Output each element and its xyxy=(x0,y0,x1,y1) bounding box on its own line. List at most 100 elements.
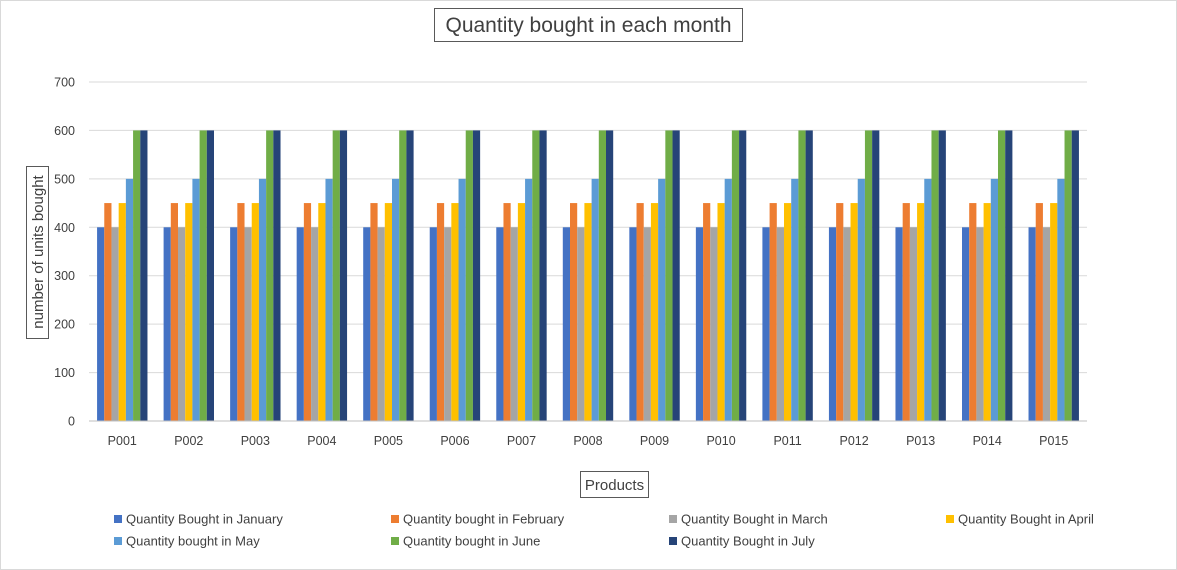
x-tick-label: P005 xyxy=(374,434,403,448)
bar-p012-series-6 xyxy=(864,130,873,421)
bar-p005-series-1 xyxy=(363,227,371,421)
bar-p007-series-5 xyxy=(525,178,533,421)
bar-p009-series-3 xyxy=(643,227,651,421)
bar-p014-series-1 xyxy=(962,227,970,421)
x-tick-label: P015 xyxy=(1039,434,1068,448)
bar-p011-series-4 xyxy=(784,203,792,421)
x-tick-label: P002 xyxy=(174,434,203,448)
bar-p003-series-2 xyxy=(237,203,245,421)
x-tick-label: P001 xyxy=(108,434,137,448)
bar-p012-series-7 xyxy=(872,130,880,421)
legend-label: Quantity Bought in March xyxy=(681,512,828,527)
bar-p001-series-1 xyxy=(97,227,105,421)
bar-p011-series-6 xyxy=(798,130,806,421)
bars xyxy=(97,130,1079,421)
bar-p008-series-2 xyxy=(570,203,578,421)
legend: Quantity Bought in January Quantity bough… xyxy=(114,512,1094,549)
bar-p005-series-2 xyxy=(370,203,378,421)
bar-p004-series-6 xyxy=(332,130,340,421)
bar-p003-series-4 xyxy=(251,203,259,421)
bar-p011-series-7 xyxy=(805,130,813,421)
y-tick-label: 400 xyxy=(54,221,75,235)
bar-p013-series-3 xyxy=(909,227,918,421)
bar-p009-series-2 xyxy=(636,203,644,421)
bar-p010-series-7 xyxy=(739,130,747,421)
bar-p011-series-1 xyxy=(762,227,770,421)
bar-p002-series-6 xyxy=(199,130,207,421)
bar-p001-series-7 xyxy=(140,130,148,421)
bar-p010-series-1 xyxy=(695,227,704,421)
bar-p012-series-1 xyxy=(828,227,837,421)
bar-p007-series-7 xyxy=(539,130,547,421)
bar-p006-series-1 xyxy=(429,227,437,421)
legend-swatch xyxy=(946,515,954,523)
bar-p012-series-5 xyxy=(857,178,865,421)
bar-p003-series-1 xyxy=(230,227,238,421)
bar-p008-series-7 xyxy=(606,130,614,421)
x-tick-label: P004 xyxy=(307,434,336,448)
y-tick-label: 200 xyxy=(54,318,75,332)
bar-p015-series-2 xyxy=(1035,203,1043,421)
bar-p004-series-5 xyxy=(325,178,333,421)
bar-p004-series-1 xyxy=(296,227,304,421)
bar-p003-series-7 xyxy=(273,130,281,421)
bar-p014-series-2 xyxy=(969,203,977,421)
bar-p004-series-7 xyxy=(339,130,348,421)
bar-p006-series-3 xyxy=(444,227,452,421)
x-axis-ticks: P001 P002 P003 P004 P005 P006 P007 P008 P009 P010… xyxy=(108,434,1069,448)
bar-p007-series-6 xyxy=(532,130,540,421)
bar-p001-series-2 xyxy=(104,203,112,421)
bar-p014-series-4 xyxy=(983,203,991,421)
bar-p002-series-3 xyxy=(178,227,186,421)
bar-p002-series-1 xyxy=(163,227,171,421)
legend-label: Quantity Bought in July xyxy=(681,534,815,549)
bar-p004-series-3 xyxy=(311,227,319,421)
legend-swatch xyxy=(669,537,677,545)
bar-p015-series-6 xyxy=(1064,130,1072,421)
bar-p015-series-1 xyxy=(1028,227,1036,421)
bar-p013-series-5 xyxy=(924,178,932,421)
bar-p009-series-6 xyxy=(665,130,673,421)
x-tick-label: P010 xyxy=(706,434,735,448)
bar-p013-series-4 xyxy=(917,203,925,421)
bar-p015-series-3 xyxy=(1042,227,1051,421)
bar-p012-series-2 xyxy=(836,203,844,421)
bar-p013-series-6 xyxy=(931,130,939,421)
bar-p005-series-7 xyxy=(406,130,414,421)
x-tick-label: P014 xyxy=(973,434,1002,448)
legend-label: Quantity bought in May xyxy=(126,534,260,549)
bar-p006-series-5 xyxy=(458,178,466,421)
bar-p004-series-4 xyxy=(318,203,326,421)
bar-p005-series-5 xyxy=(392,178,400,421)
x-axis-label-box xyxy=(580,471,649,498)
y-axis-ticks: 0 100 200 300 400 500 600 700 xyxy=(54,76,75,429)
bar-p002-series-4 xyxy=(185,203,193,421)
x-axis-label: Products xyxy=(585,477,644,494)
legend-label: Quantity bought in June xyxy=(403,534,540,549)
x-tick-label: P003 xyxy=(241,434,270,448)
bar-p003-series-3 xyxy=(244,227,252,421)
bar-p009-series-1 xyxy=(629,227,637,421)
bar-p002-series-7 xyxy=(206,130,214,421)
bar-p010-series-4 xyxy=(717,203,725,421)
bar-p010-series-3 xyxy=(710,227,718,421)
x-tick-label: P007 xyxy=(507,434,536,448)
legend-swatch xyxy=(669,515,677,523)
bar-p004-series-2 xyxy=(303,203,312,421)
y-axis-label-box xyxy=(26,166,49,339)
bar-p008-series-3 xyxy=(577,227,585,421)
y-tick-label: 0 xyxy=(68,415,75,429)
bar-p015-series-5 xyxy=(1057,178,1065,421)
bar-p006-series-2 xyxy=(436,203,445,421)
chart-title: Quantity bought in each month xyxy=(445,14,731,37)
legend-swatch xyxy=(391,515,399,523)
bar-p006-series-7 xyxy=(472,130,481,421)
legend-label: Quantity Bought in April xyxy=(958,512,1094,527)
bar-p003-series-6 xyxy=(266,130,274,421)
bar-p001-series-5 xyxy=(125,178,134,421)
y-tick-label: 500 xyxy=(54,172,75,186)
y-axis-label: number of units bought xyxy=(30,174,47,328)
y-tick-label: 700 xyxy=(54,76,75,90)
bar-p005-series-6 xyxy=(399,130,407,421)
